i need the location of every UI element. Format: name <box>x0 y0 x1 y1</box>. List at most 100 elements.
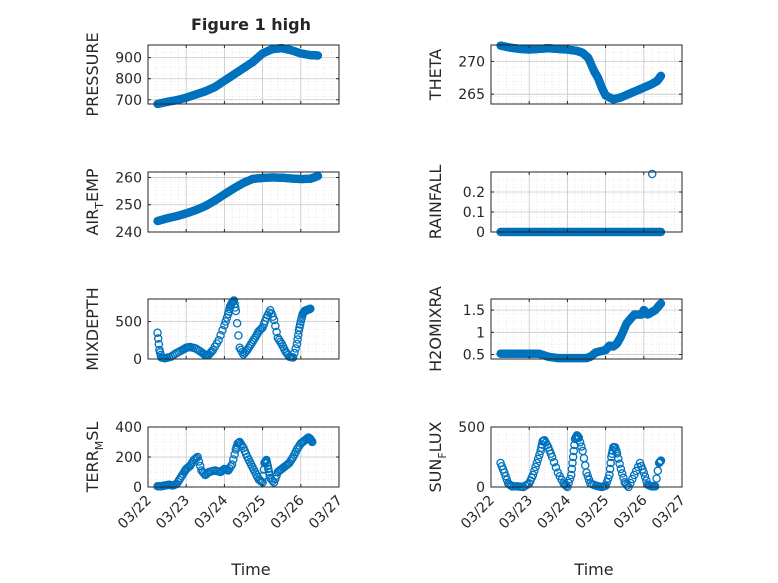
data-point <box>547 452 557 462</box>
y-tick-label: 0.2 <box>463 185 485 201</box>
y-tick-label: 700 <box>115 93 142 109</box>
y-axis-label: THETA <box>426 49 445 101</box>
data-point <box>271 321 280 331</box>
data-point <box>575 437 585 447</box>
data-point <box>565 474 575 484</box>
data-point <box>656 456 666 465</box>
data-point <box>615 459 624 469</box>
data-series <box>153 296 315 363</box>
subplot-grid: 700 800 900 PRESSURE 265 270 THETA 240 250 260 AIR… <box>83 32 689 532</box>
axes-frame <box>147 298 340 360</box>
axes-frame <box>490 44 683 105</box>
data-point <box>313 171 323 181</box>
x-tick-label: 03/24 <box>191 492 231 532</box>
data-point <box>287 454 297 464</box>
data-point <box>630 470 639 480</box>
y-tick-label: 1 <box>476 325 485 341</box>
data-point <box>605 464 615 474</box>
axes-frame <box>490 426 683 488</box>
data-point <box>647 169 657 179</box>
data-point <box>500 468 509 477</box>
y-axis-label: TERRMSL <box>83 422 106 494</box>
data-point <box>568 458 577 468</box>
data-point <box>603 474 613 483</box>
data-series <box>153 43 323 109</box>
axes-frame <box>490 171 683 233</box>
y-tick-label: 260 <box>115 170 142 186</box>
panel-pressure: 700 800 900 PRESSURE <box>83 32 340 117</box>
data-point <box>577 442 586 451</box>
panel-sun-flux: 0 500 SUNFLUX 03/2203/2303/2403/2503/2603/2… <box>426 420 689 532</box>
y-axis-label: H2OMIXRA <box>426 286 445 372</box>
data-point <box>257 477 266 486</box>
data-point <box>531 462 540 472</box>
data-point <box>231 306 241 316</box>
data-series <box>153 433 317 491</box>
panel-h2omixra: 0.5 1 1.5 H2OMIXRA <box>426 286 683 372</box>
data-point <box>628 474 637 484</box>
data-point <box>501 471 510 481</box>
y-axis-label: PRESSURE <box>83 32 102 116</box>
data-point <box>257 324 266 333</box>
y-tick-label: 0.5 <box>463 348 485 364</box>
y-tick-label: 1.5 <box>463 303 485 319</box>
y-axis-label: AIRTEMP <box>83 168 106 235</box>
data-point <box>237 441 247 451</box>
data-point <box>216 330 225 340</box>
x-tick-label: 03/26 <box>268 492 308 532</box>
panel-mixdepth: 0 500 MIXDEPTH <box>83 287 340 371</box>
data-point <box>616 464 626 474</box>
y-tick-label: 900 <box>115 51 142 67</box>
data-point <box>291 344 300 353</box>
data-point <box>268 476 278 486</box>
y-tick-label: 400 <box>115 420 142 436</box>
y-tick-label: 500 <box>458 420 485 436</box>
data-point <box>218 325 227 335</box>
data-point <box>528 470 538 480</box>
x-tick-label: 03/25 <box>573 493 613 533</box>
y-axis-label: SUNFLUX <box>426 421 449 492</box>
data-point <box>617 469 627 478</box>
data-point <box>567 464 577 474</box>
data-point <box>566 470 576 480</box>
data-point <box>306 304 315 313</box>
data-point <box>569 446 579 456</box>
data-point <box>293 335 302 344</box>
data-series <box>153 171 323 226</box>
data-point <box>640 472 650 481</box>
data-point <box>560 480 570 489</box>
data-point <box>234 331 243 340</box>
data-point <box>549 457 559 467</box>
data-point <box>601 481 610 491</box>
data-series <box>496 169 666 237</box>
x-axis-label-left: Time <box>230 560 270 579</box>
axes-frame <box>147 171 340 233</box>
data-point <box>214 335 223 345</box>
y-tick-label: 800 <box>115 72 142 88</box>
data-point <box>605 470 614 480</box>
data-point <box>568 452 578 462</box>
data-point <box>614 454 623 463</box>
y-tick-label: 0.1 <box>463 205 485 221</box>
axes-frame <box>490 298 683 360</box>
data-point <box>217 466 227 476</box>
data-point <box>656 71 666 81</box>
data-point <box>227 460 237 469</box>
x-tick-label: 03/25 <box>230 493 270 533</box>
data-point <box>651 482 660 491</box>
data-point <box>551 463 561 472</box>
y-tick-label: 240 <box>115 225 142 241</box>
data-point <box>606 458 615 468</box>
x-tick-label: 03/26 <box>611 492 651 532</box>
data-point <box>154 339 164 349</box>
data-point <box>561 481 571 491</box>
data-point <box>532 458 542 468</box>
y-tick-label: 200 <box>115 450 142 466</box>
data-point <box>583 471 593 481</box>
data-point <box>533 454 543 464</box>
panel-air-temp: 240 250 260 AIRTEMP <box>83 168 340 241</box>
y-tick-label: 250 <box>115 198 142 214</box>
data-point <box>153 328 162 337</box>
data-series <box>496 299 666 363</box>
data-point <box>193 452 202 462</box>
